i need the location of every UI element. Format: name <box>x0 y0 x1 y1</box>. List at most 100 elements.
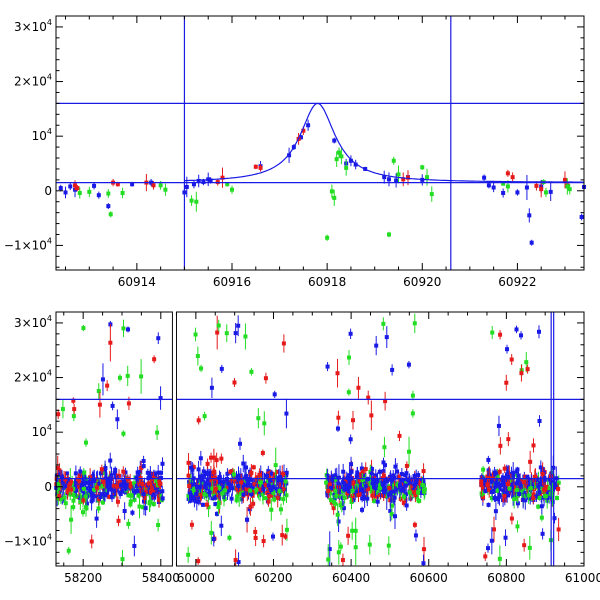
data-point <box>493 496 498 501</box>
data-point <box>506 474 511 479</box>
data-point <box>248 488 253 493</box>
data-point <box>243 334 248 339</box>
data-point <box>486 468 491 473</box>
data-point <box>525 367 530 372</box>
data-point <box>349 469 354 474</box>
data-point <box>75 477 80 482</box>
data-point <box>284 411 289 416</box>
data-point <box>521 497 526 502</box>
data-point <box>393 481 398 486</box>
data-point <box>269 507 274 512</box>
data-point <box>421 479 426 484</box>
data-point <box>253 164 258 169</box>
data-point <box>526 493 531 498</box>
data-point <box>506 470 511 475</box>
data-point <box>233 331 238 336</box>
data-point <box>216 323 221 328</box>
data-point <box>412 473 417 478</box>
data-point <box>538 465 543 470</box>
data-point <box>511 471 516 476</box>
data-point <box>196 479 201 484</box>
data-point <box>71 398 76 403</box>
data-point <box>277 482 282 487</box>
data-point <box>103 491 108 496</box>
data-point <box>381 469 386 474</box>
data-point <box>514 469 519 474</box>
data-point <box>216 479 221 484</box>
data-point <box>481 467 486 472</box>
data-point <box>388 474 393 479</box>
data-point <box>341 477 346 482</box>
data-point <box>188 498 193 503</box>
data-point <box>395 482 400 487</box>
data-point <box>88 475 93 480</box>
data-point <box>342 495 347 500</box>
data-point <box>479 483 484 488</box>
data-point <box>114 475 119 480</box>
data-point <box>422 487 427 492</box>
data-point <box>552 516 557 521</box>
data-point <box>66 548 71 553</box>
data-point <box>199 492 204 497</box>
data-point <box>132 497 137 502</box>
data-point <box>382 445 387 450</box>
data-point <box>248 504 253 509</box>
data-point <box>389 512 394 517</box>
data-point <box>481 495 486 500</box>
data-point <box>392 489 397 494</box>
data-point <box>197 489 202 494</box>
data-point <box>213 482 218 487</box>
data-point <box>91 487 96 492</box>
data-point <box>74 479 79 484</box>
data-point <box>97 402 102 407</box>
data-point <box>343 484 348 489</box>
data-point <box>497 492 502 497</box>
data-point <box>524 486 529 491</box>
data-point <box>109 473 114 478</box>
data-point <box>509 516 514 521</box>
data-point <box>336 481 341 486</box>
data-point <box>514 327 519 332</box>
data-point <box>147 501 152 506</box>
data-point <box>429 192 434 197</box>
data-point <box>368 480 373 485</box>
data-point <box>386 232 391 237</box>
data-point <box>519 333 524 338</box>
data-point <box>81 486 86 491</box>
data-point <box>350 488 355 493</box>
data-point <box>213 486 218 491</box>
data-point <box>361 473 366 478</box>
data-point <box>505 481 510 486</box>
data-point <box>117 473 122 478</box>
data-point <box>102 493 107 498</box>
data-point <box>483 554 488 559</box>
data-point <box>338 503 343 508</box>
y-tick-label: 104 <box>32 423 52 439</box>
data-point <box>371 479 376 484</box>
data-point <box>118 492 123 497</box>
data-point <box>253 535 258 540</box>
y-tick-label: 104 <box>32 127 52 143</box>
data-point <box>519 371 524 376</box>
data-point <box>238 441 243 446</box>
data-point <box>515 488 520 493</box>
data-point <box>388 509 393 514</box>
data-point <box>417 481 422 486</box>
data-point <box>497 477 502 482</box>
data-point <box>373 473 378 478</box>
data-point <box>389 489 394 494</box>
data-point <box>301 128 306 133</box>
data-point <box>278 507 283 512</box>
data-point <box>413 533 418 538</box>
data-point <box>404 480 409 485</box>
data-point <box>186 493 191 498</box>
data-point <box>356 385 361 390</box>
data-point <box>104 480 109 485</box>
data-point <box>505 347 510 352</box>
data-point <box>482 482 487 487</box>
data-point <box>108 458 113 463</box>
data-point <box>361 494 366 499</box>
data-point <box>331 506 336 511</box>
data-point <box>333 473 338 478</box>
data-point <box>126 493 131 498</box>
